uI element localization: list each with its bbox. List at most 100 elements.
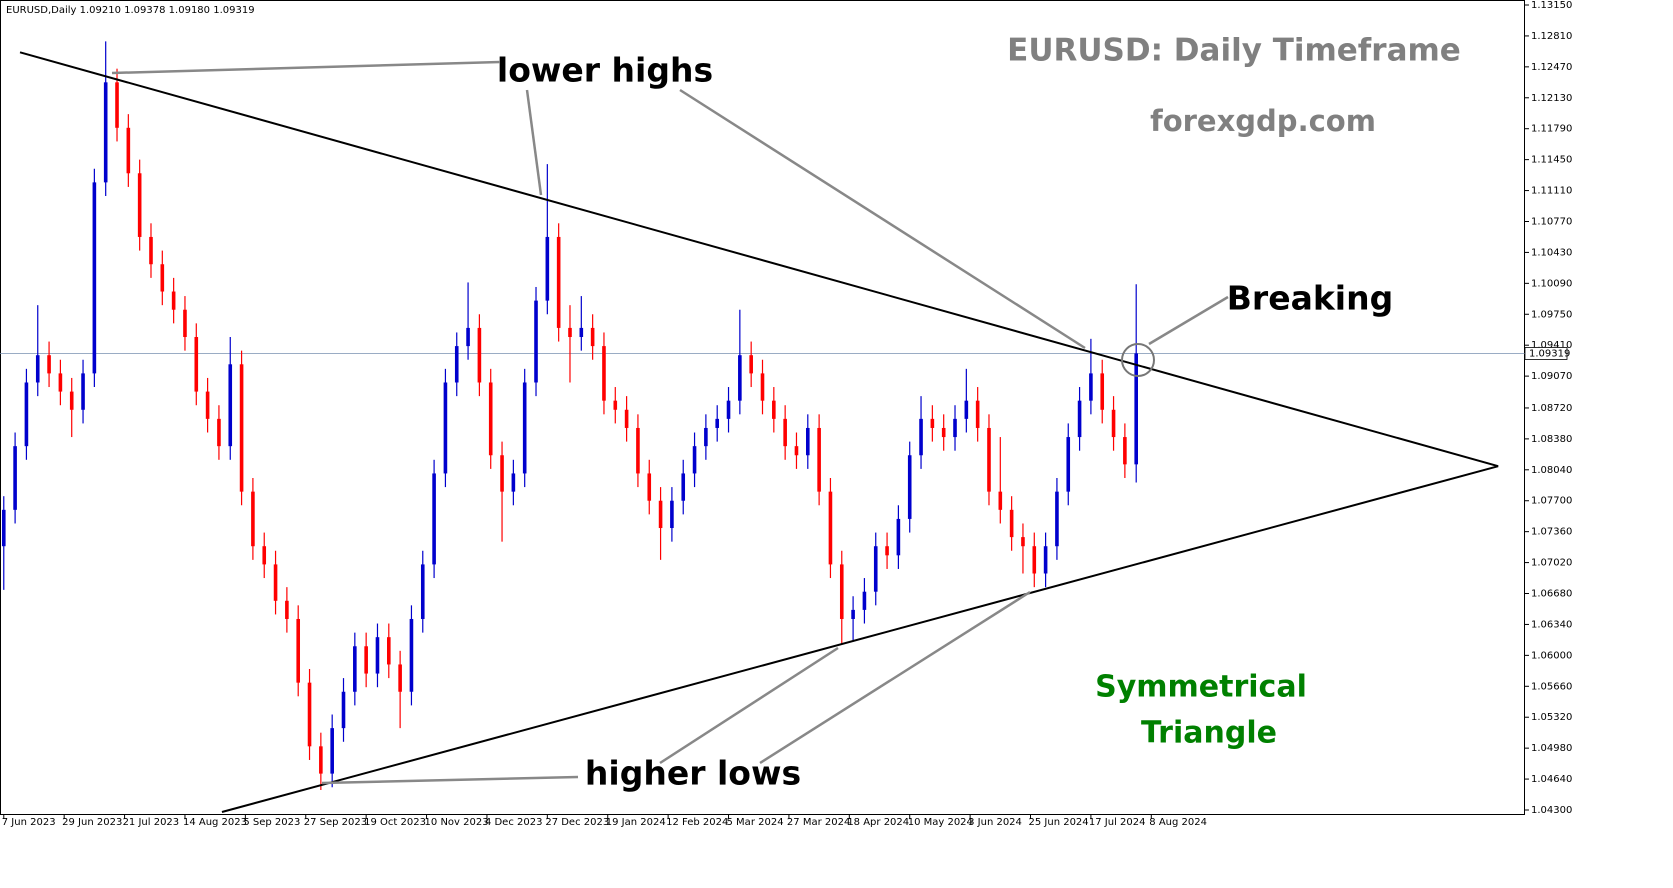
candle-body (1077, 400, 1082, 438)
break-circle (1121, 343, 1155, 377)
candle-body (885, 546, 889, 556)
candle-body (353, 646, 357, 692)
arrow (659, 646, 839, 765)
annotation: Breaking (1227, 279, 1393, 318)
candle-body (998, 491, 1003, 510)
candle-body (896, 518, 901, 556)
x-tick-label: 3 Jun 2024 (968, 817, 1022, 828)
candle-body (783, 418, 787, 447)
candle-body (828, 491, 833, 565)
candle-body (1066, 437, 1071, 492)
candle-body (228, 364, 233, 447)
candle-body (862, 591, 867, 610)
candle-body (511, 473, 516, 492)
y-tick-label: 1.09410 (1531, 340, 1572, 351)
candle-body (35, 355, 40, 383)
x-tick-label: 14 Aug 2023 (183, 817, 247, 828)
candle-body (205, 391, 210, 419)
candle-body (919, 418, 923, 456)
candle-body (330, 728, 334, 774)
candle-body (805, 427, 810, 456)
y-tick-label: 1.04980 (1531, 743, 1572, 754)
candle-body (692, 446, 697, 474)
candle-body (13, 446, 17, 510)
candle-body (500, 455, 504, 492)
candle-body (251, 491, 255, 547)
candle-body (443, 382, 448, 474)
y-tick-label: 1.08720 (1531, 403, 1572, 414)
candle-body (941, 427, 946, 438)
candle-body (273, 564, 278, 601)
trendline (221, 465, 1499, 813)
arrow (111, 60, 501, 75)
annotation: Triangle (1141, 716, 1277, 751)
y-tick-label: 1.09070 (1531, 371, 1572, 382)
y-tick-label: 1.07020 (1531, 558, 1572, 569)
candle-body (556, 236, 561, 328)
x-tick-label: 29 Jun 2023 (62, 817, 122, 828)
candle-body (545, 236, 550, 301)
candle-body (704, 427, 708, 447)
candle-body (466, 327, 470, 347)
candle-body (375, 637, 380, 674)
y-tick-label: 1.11450 (1531, 155, 1572, 166)
candle-body (58, 373, 63, 392)
candle-body (636, 427, 640, 474)
x-tick-label: 5 Sep 2023 (243, 817, 300, 828)
y-tick-label: 1.06680 (1531, 589, 1572, 600)
last-price-box (1524, 347, 1568, 360)
last-price-label: 1.09319 (1529, 348, 1570, 359)
candle-body (670, 500, 674, 529)
annotation: higher lows (585, 754, 801, 793)
candle-body (738, 355, 742, 401)
x-tick-label: 19 Jan 2024 (606, 817, 666, 828)
candle-body (47, 355, 51, 374)
candle-body (103, 82, 108, 183)
y-tick-label: 1.12130 (1531, 93, 1572, 104)
candle-body (171, 291, 176, 310)
plot-frame (0, 0, 1525, 815)
candle-body (137, 173, 142, 237)
candle-body (760, 373, 765, 401)
y-tick-label: 1.13150 (1531, 0, 1572, 11)
candle-body (239, 364, 244, 492)
y-tick-label: 1.06340 (1531, 619, 1572, 630)
candle-body (851, 609, 855, 619)
annotation: Symmetrical (1095, 670, 1307, 705)
x-tick-label: 27 Dec 2023 (545, 817, 609, 828)
candle-body (115, 82, 119, 128)
y-tick-label: 1.06000 (1531, 650, 1572, 661)
candle-body (126, 127, 131, 174)
arrow (679, 88, 1086, 350)
candle-body (726, 400, 731, 419)
candle-body (1134, 353, 1139, 465)
candle-body (1043, 546, 1048, 574)
x-tick-label: 10 Nov 2023 (425, 817, 489, 828)
candle-body (409, 618, 414, 692)
candle-body (839, 564, 844, 619)
candle-body (953, 418, 957, 438)
candle-body (81, 373, 85, 410)
x-tick-label: 25 Jun 2024 (1029, 817, 1089, 828)
candle-body (1009, 509, 1014, 538)
candle-body (873, 546, 878, 592)
candle-body (432, 473, 436, 565)
candle-body (975, 400, 980, 428)
trendline (19, 51, 1499, 468)
chart-header: EURUSD,Daily 1.09210 1.09378 1.09180 1.0… (6, 5, 255, 16)
candle-body (454, 346, 459, 383)
y-tick-label: 1.05660 (1531, 681, 1572, 692)
chart-title: EURUSD: Daily Timeframe (1007, 33, 1461, 69)
candle-body (907, 455, 912, 519)
candle-body (590, 327, 595, 347)
candle-body (658, 500, 663, 529)
candle-body (964, 400, 969, 419)
y-tick-label: 1.10090 (1531, 278, 1572, 289)
annotation-arrows (111, 60, 1229, 785)
y-tick-label: 1.12470 (1531, 62, 1572, 73)
candle-body (1, 509, 6, 547)
candle-body (568, 327, 572, 338)
y-tick-label: 1.07360 (1531, 527, 1572, 538)
candle-body (534, 300, 538, 383)
